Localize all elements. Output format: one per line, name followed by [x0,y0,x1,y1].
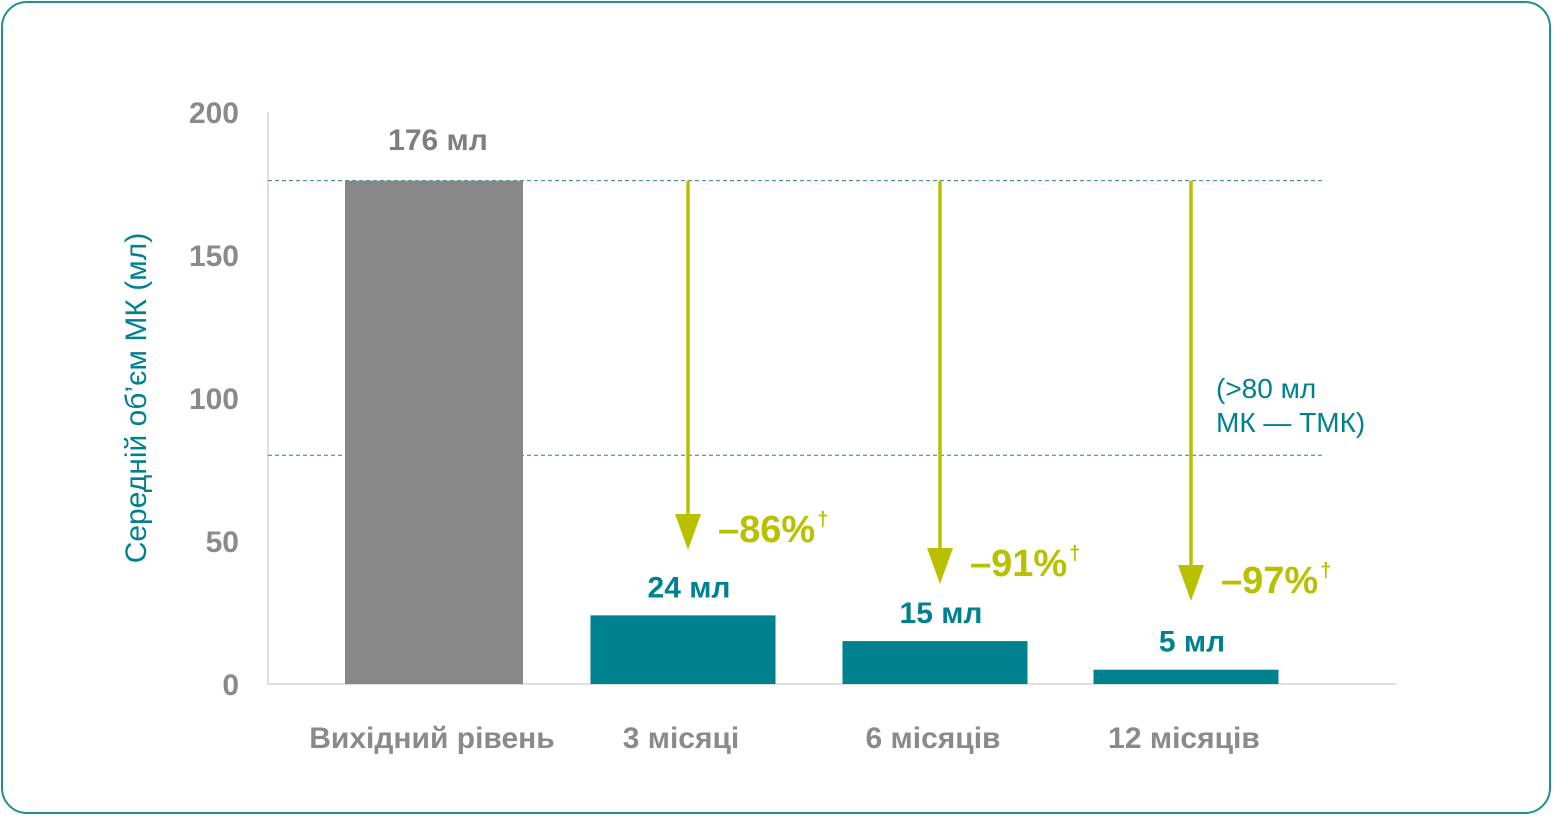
value-labels: 176 мл 24 мл 15 мл 5 мл [388,124,1225,659]
y-tick-label: 150 [189,240,239,273]
y-tick-label: 0 [222,669,239,702]
threshold-note-line-1: (>80 мл [1216,373,1316,404]
value-label: 176 мл [388,124,488,157]
reduction-label: –97% [1221,560,1318,602]
value-label: 24 мл [648,571,731,604]
reduction-label: –86% [718,509,815,551]
value-label: 15 мл [900,597,983,630]
x-tick-label: Вихідний рівень [309,722,554,755]
value-label: 5 мл [1159,626,1225,659]
bars [345,180,1279,684]
x-tick-label: 12 місяців [1108,722,1260,755]
y-tick-label: 100 [189,383,239,416]
y-axis-label: Середній об’єм МК (мл) [120,233,153,564]
bar [842,641,1028,684]
reduction-footnote-mark: † [817,509,828,531]
arrow-head [927,548,953,584]
y-axis-ticks: 0 50 100 150 200 [189,97,239,702]
reduction-footnote-mark: † [1320,560,1331,582]
threshold-note: (>80 мл МК — ТМК) [1216,373,1365,438]
bar [345,180,523,684]
reduction-footnote-mark: † [1069,543,1080,565]
y-tick-label: 50 [206,526,239,559]
threshold-note-line-2: МК — ТМК) [1216,407,1365,438]
bar [1093,669,1279,684]
bar [590,615,776,684]
y-tick-label: 200 [189,97,239,130]
x-axis-ticks: Вихідний рівень 3 місяці 6 місяців 12 місяц… [309,722,1260,755]
reduction-label: –91% [970,543,1067,585]
reduction-arrows: –86% †–91% †–97% † [675,180,1331,602]
arrow-head [1178,565,1204,601]
arrow-head [675,514,701,550]
x-tick-label: 6 місяців [866,722,1001,755]
x-tick-label: 3 місяці [623,722,740,755]
